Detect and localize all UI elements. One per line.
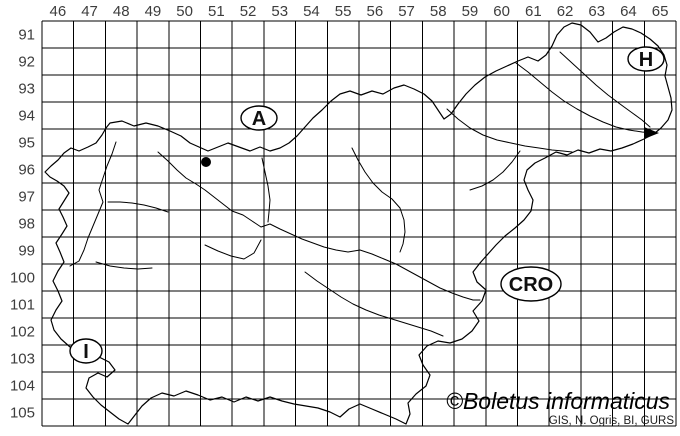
x-axis-label: 49	[145, 3, 162, 20]
y-axis-label: 101	[10, 297, 35, 314]
x-axis-label: 61	[525, 3, 542, 20]
x-axis-label: 46	[50, 3, 67, 20]
x-axis-label: 53	[271, 3, 288, 20]
country-oval-i	[69, 338, 103, 364]
country-border-path	[44, 22, 673, 425]
y-axis-label: 98	[18, 216, 35, 233]
x-axis-label: 52	[240, 3, 257, 20]
y-axis-label: 102	[10, 324, 35, 341]
x-axis-label: 62	[557, 3, 574, 20]
y-axis-label: 93	[18, 81, 35, 98]
river-path	[304, 271, 444, 337]
x-axis-label: 65	[652, 3, 669, 20]
marker-layer	[201, 157, 211, 167]
river-path	[446, 108, 573, 153]
river-path	[107, 201, 169, 213]
x-axis-label: 55	[335, 3, 352, 20]
record-dot	[201, 157, 211, 167]
y-axis-labels: 91 92 93 94 95 96 97 98 99 100 101 102 103 104 105	[10, 27, 35, 422]
y-axis-label: 91	[18, 27, 35, 44]
country-label-a: A	[252, 108, 266, 130]
y-axis-label: 96	[18, 162, 35, 179]
river-path	[515, 62, 653, 134]
river-path	[95, 261, 153, 270]
country-label-i: I	[83, 341, 89, 363]
river-path	[261, 157, 271, 223]
x-axis-label: 48	[113, 3, 130, 20]
river-path	[157, 151, 481, 301]
x-axis-label: 64	[620, 3, 637, 20]
country-oval-cro	[500, 266, 562, 302]
x-axis-label: 60	[493, 3, 510, 20]
x-axis-labels: 46 47 48 49 50 51 52 53 54 55 56 57 58 59 60 61 62 63 64 65	[50, 3, 669, 20]
river-path	[559, 51, 651, 128]
x-axis-label: 54	[303, 3, 320, 20]
river-path	[351, 147, 406, 253]
river-path	[204, 239, 262, 260]
y-axis-label: 94	[18, 108, 35, 125]
x-axis-label: 51	[208, 3, 225, 20]
y-axis-label: 95	[18, 135, 35, 152]
x-axis-label: 47	[81, 3, 98, 20]
source-text: GIS, N. Ogris, BI, GURS	[549, 415, 675, 427]
y-axis-label: 100	[10, 270, 35, 287]
x-axis-label: 50	[176, 3, 193, 20]
country-oval-h	[627, 46, 665, 72]
x-axis-label: 57	[398, 3, 415, 20]
grid-layer	[41, 20, 677, 427]
rivers-layer	[69, 51, 653, 337]
y-axis-label: 92	[18, 54, 35, 71]
x-axis-label: 58	[430, 3, 447, 20]
credit-text: ©Boletus informaticus	[446, 388, 671, 414]
x-axis-label: 63	[588, 3, 605, 20]
x-axis-label: 59	[462, 3, 479, 20]
y-axis-label: 105	[10, 405, 35, 422]
y-axis-label: 97	[18, 189, 35, 206]
country-label-cro: CRO	[509, 274, 553, 296]
x-axis-label: 56	[367, 3, 384, 20]
east-tip-arrow-icon	[644, 127, 659, 139]
country-oval-a	[240, 105, 278, 131]
y-axis-label: 103	[10, 351, 35, 368]
country-label-h: H	[639, 49, 653, 71]
river-path	[469, 150, 521, 191]
river-path	[69, 141, 117, 267]
country-labels-layer: A H CRO I	[69, 46, 665, 364]
y-axis-label: 104	[10, 378, 35, 395]
y-axis-label: 99	[18, 243, 35, 260]
